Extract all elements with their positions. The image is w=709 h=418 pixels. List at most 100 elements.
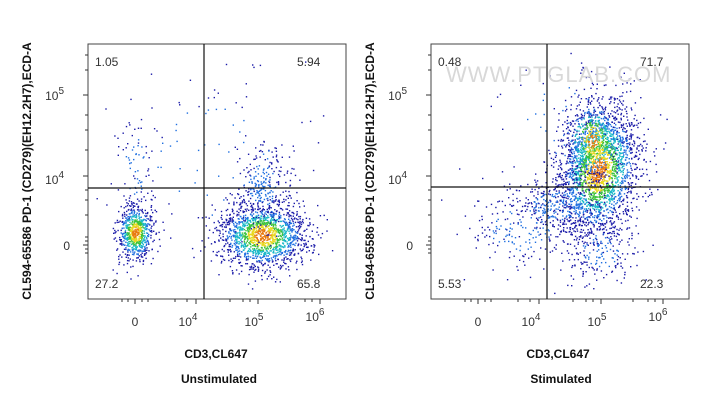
scatter-point — [270, 207, 272, 209]
scatter-point — [589, 189, 592, 191]
scatter-point — [260, 189, 262, 191]
scatter-point — [258, 251, 260, 253]
scatter-point — [625, 145, 628, 148]
scatter-point — [606, 171, 609, 173]
scatter-point — [253, 227, 255, 229]
scatter-point — [260, 192, 263, 194]
scatter-point — [629, 215, 631, 217]
scatter-point — [246, 235, 249, 238]
scatter-point — [269, 184, 271, 186]
scatter-point — [227, 237, 229, 239]
scatter-point — [149, 224, 151, 226]
scatter-point — [631, 182, 634, 184]
scatter-point — [238, 240, 240, 243]
scatter-point — [113, 238, 115, 240]
scatter-point — [609, 171, 611, 173]
scatter-point — [263, 198, 266, 201]
scatter-point — [612, 185, 615, 187]
scatter-point — [140, 185, 142, 187]
scatter-point — [581, 144, 583, 147]
scatter-point — [630, 138, 632, 140]
scatter-point — [268, 202, 271, 205]
scatter-point — [261, 244, 263, 247]
scatter-point — [128, 232, 130, 234]
scatter-point — [605, 158, 607, 160]
scatter-point — [612, 137, 615, 140]
scatter-point — [129, 230, 132, 232]
scatter-point — [613, 221, 616, 223]
scatter-point — [265, 182, 267, 184]
scatter-point — [638, 137, 641, 140]
scatter-point — [586, 179, 589, 181]
scatter-point — [264, 247, 266, 249]
scatter-point — [242, 236, 244, 238]
scatter-point — [140, 224, 142, 226]
scatter-point — [239, 237, 241, 239]
scatter-point — [252, 232, 254, 234]
scatter-point — [625, 131, 627, 133]
scatter-point — [588, 139, 590, 141]
scatter-point — [131, 220, 134, 223]
scatter-point — [608, 202, 611, 204]
scatter-point — [244, 243, 246, 246]
scatter-point — [586, 201, 589, 203]
scatter-point — [118, 258, 120, 260]
scatter-point — [238, 237, 240, 239]
scatter-point — [272, 214, 274, 216]
scatter-point — [274, 233, 276, 235]
scatter-point — [219, 224, 222, 227]
scatter-point — [260, 188, 263, 190]
scatter-point — [305, 235, 307, 237]
scatter-point — [575, 210, 577, 212]
scatter-point — [610, 133, 612, 135]
scatter-point — [292, 240, 294, 242]
scatter-point — [244, 247, 246, 250]
scatter-point — [253, 188, 255, 191]
scatter-point — [258, 208, 260, 210]
scatter-point — [611, 211, 613, 214]
scatter-point — [618, 165, 620, 167]
scatter-point — [252, 203, 255, 205]
scatter-point — [592, 216, 594, 218]
scatter-point — [604, 205, 607, 208]
scatter-point — [240, 243, 243, 245]
scatter-point — [600, 158, 602, 160]
scatter-point — [126, 214, 128, 216]
scatter-point — [141, 247, 143, 249]
scatter-point — [230, 235, 233, 238]
scatter-point — [297, 243, 300, 246]
scatter-point — [125, 248, 127, 251]
scatter-point — [621, 95, 623, 97]
scatter-point — [608, 123, 610, 125]
scatter-point — [294, 236, 296, 238]
scatter-point — [258, 190, 261, 193]
scatter-point — [262, 229, 265, 231]
scatter-point — [574, 146, 576, 149]
scatter-point — [146, 215, 148, 217]
scatter-point — [627, 142, 629, 145]
scatter-point — [630, 172, 632, 174]
scatter-point — [271, 211, 274, 214]
scatter-point — [317, 142, 320, 144]
scatter-point — [283, 236, 285, 238]
scatter-point — [593, 182, 596, 184]
scatter-point — [620, 124, 623, 127]
scatter-point — [646, 143, 648, 145]
scatter-point — [207, 109, 210, 111]
scatter-point — [267, 244, 269, 246]
x-tick-1e6-left: 106 — [306, 307, 325, 324]
scatter-point — [268, 180, 270, 183]
scatter-point — [227, 221, 230, 224]
scatter-point — [245, 83, 247, 85]
scatter-point — [131, 134, 133, 137]
scatter-point — [292, 243, 294, 246]
scatter-point — [252, 230, 254, 233]
scatter-point — [148, 228, 150, 231]
scatter-point — [262, 233, 264, 235]
scatter-point — [140, 240, 142, 242]
scatter-point — [289, 225, 291, 228]
scatter-point — [592, 148, 594, 150]
scatter-point — [282, 239, 285, 242]
scatter-point — [256, 245, 259, 248]
scatter-point — [283, 218, 286, 220]
